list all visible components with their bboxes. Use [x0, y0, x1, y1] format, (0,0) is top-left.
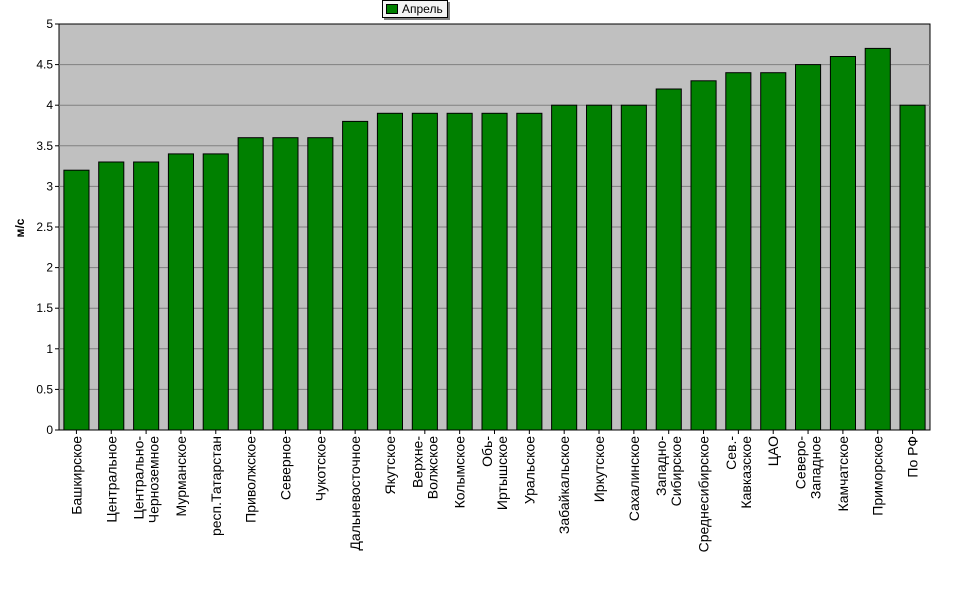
x-tick-label: Западно-Сибирское: [653, 436, 684, 507]
x-tick-label: Приволжское: [243, 436, 259, 523]
bar: [63, 169, 90, 431]
bar: [481, 112, 508, 431]
bar: [307, 137, 334, 431]
x-tick-label: Сахалинское: [626, 436, 642, 521]
x-axis-ticks: Башкирское Центральное Центрально-Чернозем…: [68, 430, 921, 553]
y-tick-label: 0.5: [36, 382, 53, 396]
x-tick-label: Приморское: [870, 436, 886, 516]
x-tick-label: Забайкальское: [556, 436, 572, 534]
bar: [829, 56, 857, 431]
x-tick-label: Обь-Иртышское: [479, 436, 510, 510]
bar: [725, 72, 752, 431]
bar: [133, 161, 160, 431]
bar: [446, 112, 473, 431]
bar: [655, 88, 682, 431]
bar: [760, 72, 787, 431]
y-tick-label: 2: [46, 261, 53, 275]
chart-legend: Апрель: [382, 0, 448, 18]
bar: [795, 64, 822, 431]
bar: [376, 112, 403, 431]
x-tick-label: Сев.-Кавказское: [723, 436, 754, 509]
x-tick-label: ЦАО: [765, 436, 781, 466]
bar: [516, 112, 543, 431]
x-tick-label: Камчатское: [835, 436, 851, 512]
bar: [237, 137, 264, 431]
y-tick-label: 3: [46, 179, 53, 193]
y-tick-label: 1: [46, 342, 53, 356]
x-tick-label: Иркутское: [591, 436, 607, 502]
x-tick-label: Башкирское: [68, 436, 84, 515]
y-tick-label: 1.5: [36, 301, 53, 315]
x-tick-label: респ.Татарстан: [208, 436, 224, 536]
y-tick-label: 4.5: [36, 58, 53, 72]
x-tick-label: Чукотское: [312, 436, 328, 501]
bar: [620, 104, 647, 431]
x-tick-label: Уральское: [521, 436, 537, 504]
y-tick-label: 5: [46, 17, 53, 31]
bar: [864, 47, 891, 431]
y-tick-label: 0: [46, 423, 53, 437]
bar: [411, 112, 438, 431]
bar: [98, 161, 125, 431]
x-tick-label: По РФ: [905, 436, 921, 478]
x-tick-label: Якутское: [382, 436, 398, 495]
x-tick-label: Северо-Западное: [793, 436, 824, 499]
x-tick-label: Центрально-Черноземное: [131, 436, 162, 524]
bar: [551, 104, 578, 431]
y-tick-label: 4: [46, 98, 53, 112]
x-tick-label: Центральное: [103, 436, 119, 523]
y-tick-label: 3.5: [36, 139, 53, 153]
bar: [342, 120, 369, 431]
y-axis-label: м/с: [13, 218, 27, 237]
x-tick-label: Северное: [278, 436, 294, 500]
x-tick-label: Верхне-Волжское: [409, 436, 440, 500]
bar: [202, 153, 229, 431]
bar: [272, 137, 299, 431]
x-tick-label: Колымское: [452, 436, 468, 509]
x-tick-label: Мурманское: [173, 436, 189, 517]
bar: [690, 80, 717, 431]
bar: [167, 153, 194, 431]
bar: [899, 104, 926, 431]
x-tick-label: Дальневосточное: [347, 436, 363, 551]
y-tick-label: 2.5: [36, 220, 53, 234]
legend-label: Апрель: [402, 2, 443, 16]
bars: [63, 47, 926, 431]
y-axis-ticks: 0 0.5 1 1.5 2 2.5 3 3.5 4 4.5 5: [36, 17, 59, 437]
legend-swatch-icon: [386, 4, 398, 14]
bar: [586, 104, 613, 431]
x-tick-label: Среднесибирское: [696, 436, 712, 553]
